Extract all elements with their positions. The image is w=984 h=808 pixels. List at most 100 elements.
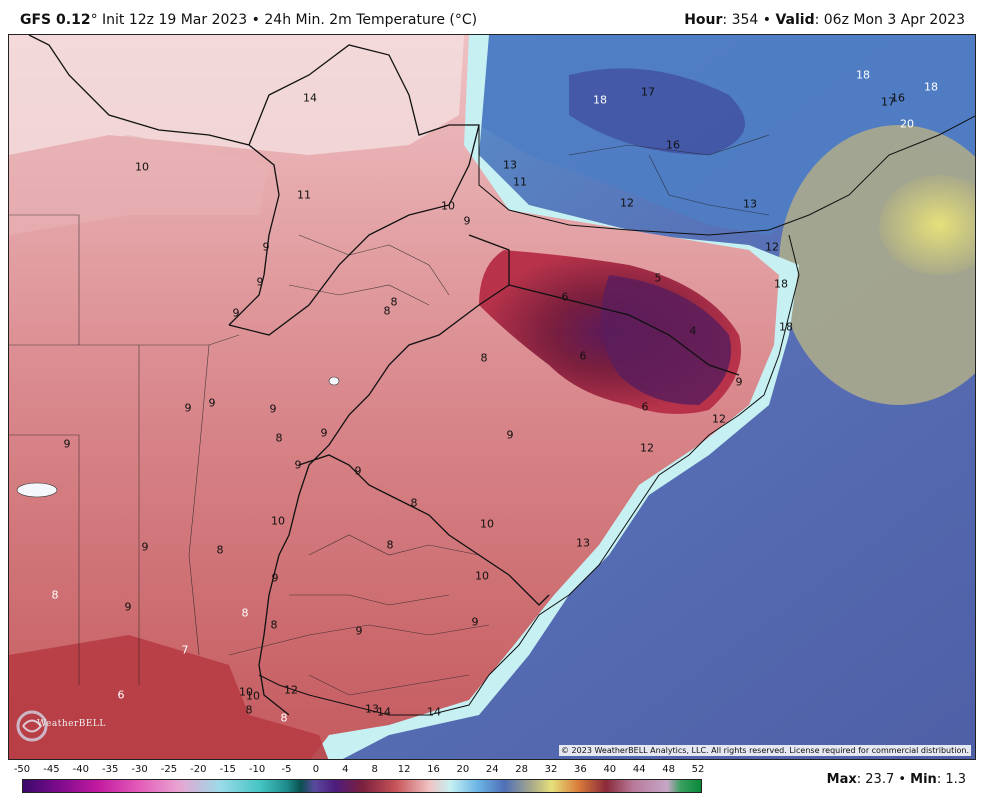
temperature-value: 9 <box>141 540 149 554</box>
temperature-value: 9 <box>208 396 216 410</box>
temperature-value: 6 <box>561 290 569 304</box>
temperature-value: 9 <box>354 464 362 478</box>
temperature-value: 9 <box>271 571 279 585</box>
degree-symbol: ° <box>90 12 98 28</box>
temperature-value: 10 <box>246 689 260 703</box>
temperature-value: 9 <box>124 600 132 614</box>
temperature-value: 11 <box>297 188 311 202</box>
temperature-value: 5 <box>654 271 662 285</box>
valid-value: : 06z Mon 3 Apr 2023 <box>814 12 965 28</box>
temperature-value: 14 <box>427 705 441 719</box>
temperature-value: 10 <box>271 514 285 528</box>
temperature-value: 6 <box>117 688 125 702</box>
temperature-value: 16 <box>666 138 680 152</box>
temperature-value: 12 <box>620 196 634 210</box>
map-title: GFS 0.12° Init 12z 19 Mar 2023 • 24h Min… <box>20 12 477 28</box>
model-name: GFS 0.12 <box>20 12 91 28</box>
temperature-value: 13 <box>743 197 757 211</box>
temperature-value: 8 <box>270 618 278 632</box>
max-value: : 23.7 • <box>856 772 911 787</box>
scale-tick-label: -30 <box>131 764 148 775</box>
header-bar: GFS 0.12° Init 12z 19 Mar 2023 • 24h Min… <box>0 0 984 34</box>
temperature-value: 9 <box>320 426 328 440</box>
temperature-value: 9 <box>294 458 302 472</box>
max-label: Max <box>826 772 857 787</box>
temperature-value: 13 <box>503 158 517 172</box>
temperature-value: 9 <box>471 615 479 629</box>
scale-tick-label: -45 <box>43 764 60 775</box>
temperature-value: 8 <box>51 588 59 602</box>
temperature-value: 14 <box>377 705 391 719</box>
temperature-value: 18 <box>593 93 607 107</box>
temperature-value: 9 <box>262 240 270 254</box>
scale-tick-label: -25 <box>160 764 178 775</box>
scale-tick-label: 44 <box>632 764 646 775</box>
temperature-value: 9 <box>63 437 71 451</box>
temperature-value: 9 <box>232 306 240 320</box>
scale-tick-label: 24 <box>485 764 499 775</box>
temperature-value: 8 <box>410 496 418 510</box>
weatherbell-logo: WeatherBELL <box>15 709 105 745</box>
scale-tick-label: 20 <box>456 764 470 775</box>
scale-tick-label: 32 <box>544 764 558 775</box>
temperature-value: 8 <box>480 351 488 365</box>
scale-tick-label: 16 <box>427 764 440 775</box>
color-scale: -50 -45 -40 -35 -30 -25 -20 -15 -10 -5 0 4 8 12 16 20 24… <box>14 763 705 795</box>
map-background <box>9 35 975 759</box>
copyright-notice: © 2023 WeatherBELL Analytics, LLC. All r… <box>559 745 971 756</box>
temperature-value: 10 <box>135 160 149 174</box>
temperature-value: 18 <box>779 320 793 334</box>
logo-swirl-icon <box>16 710 48 742</box>
temperature-value: 9 <box>506 428 514 442</box>
valid-time: Hour: 354 • Valid: 06z Mon 3 Apr 2023 <box>684 12 965 28</box>
scale-tick-label: 52 <box>691 764 705 775</box>
scale-tick-label: -20 <box>190 764 207 775</box>
temperature-value: 4 <box>689 324 697 338</box>
temperature-value: 7 <box>181 643 189 657</box>
temperature-value: 9 <box>735 375 743 389</box>
temperature-value: 8 <box>383 304 391 318</box>
temperature-value: 9 <box>355 624 363 638</box>
temperature-value: 14 <box>303 91 317 105</box>
scale-tick-label: 0 <box>312 764 320 775</box>
temperature-value: 17 <box>881 95 895 109</box>
min-label: Min <box>910 772 937 787</box>
scale-tick-label: 28 <box>515 764 529 775</box>
temperature-value: 13 <box>365 702 379 716</box>
temperature-value: 10 <box>475 569 489 583</box>
temperature-value: 12 <box>640 441 654 455</box>
temperature-value: 10 <box>480 517 494 531</box>
temperature-value: 20 <box>900 117 914 131</box>
temperature-value: 11 <box>513 175 527 189</box>
scale-tick-label: 8 <box>371 764 378 775</box>
temperature-value: 9 <box>184 401 192 415</box>
scale-tick-label: 40 <box>603 764 617 775</box>
scale-tick-label: -5 <box>281 764 292 775</box>
init-description: Init 12z 19 Mar 2023 • 24h Min. 2m Tempe… <box>97 12 478 28</box>
scale-tick-label: -10 <box>248 764 266 775</box>
temperature-value: 13 <box>576 536 590 550</box>
temperature-value: 10 <box>441 199 455 213</box>
temperature-value: 17 <box>641 85 655 99</box>
temperature-value: 8 <box>386 538 394 552</box>
temperature-value: 10 <box>239 685 253 699</box>
temperature-value: 16 <box>891 91 905 105</box>
temperature-value: 8 <box>280 711 288 725</box>
scale-tick-label: 48 <box>662 764 675 775</box>
temperature-value: 9 <box>463 214 471 228</box>
temperature-value: 12 <box>765 240 779 254</box>
temperature-map[interactable]: 14 18 18 17 17 16 18 20 16 10 13 11 11 10 9 12 13 9 12 9 5 18… <box>8 34 976 760</box>
valid-label: Valid <box>775 12 815 28</box>
temperature-value: 6 <box>579 349 587 363</box>
scale-tick-label: 12 <box>397 764 411 775</box>
scale-tick-label: -40 <box>72 764 89 775</box>
temperature-value: 8 <box>390 295 398 309</box>
max-min-readout: Max: 23.7 • Min: 1.3 <box>827 772 966 787</box>
temperature-value: 8 <box>241 606 249 620</box>
temperature-value: 9 <box>269 402 277 416</box>
scale-tick-label: -35 <box>102 764 119 775</box>
hour-value: : 354 • <box>722 12 776 28</box>
temperature-value: 18 <box>774 277 788 291</box>
temperature-value: 9 <box>256 275 264 289</box>
temperature-value: 12 <box>712 412 726 426</box>
